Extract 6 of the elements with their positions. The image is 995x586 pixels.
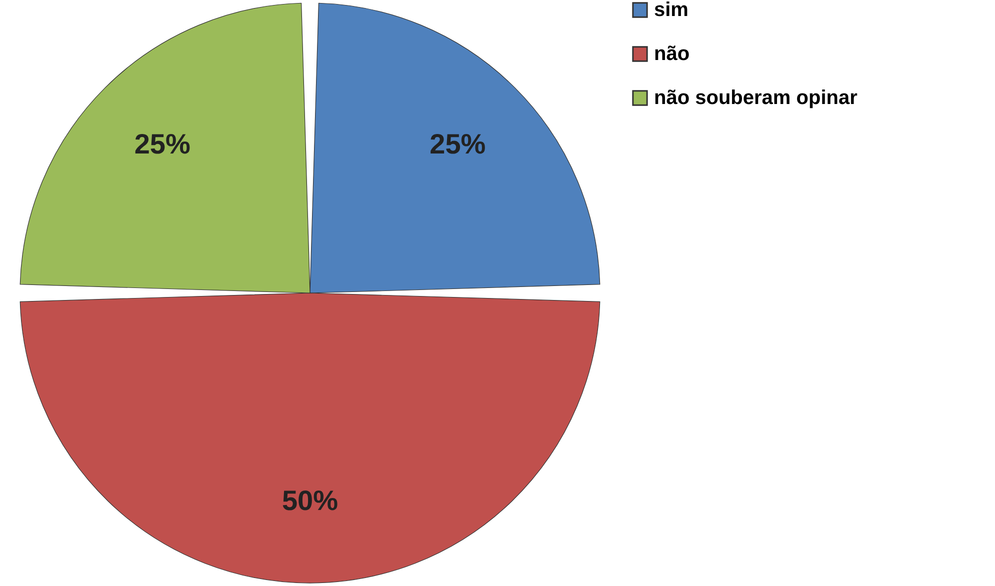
data-label: 25% <box>134 128 190 160</box>
legend-label: sim <box>654 0 688 21</box>
data-label: 25% <box>430 128 486 160</box>
legend-label: não <box>654 43 690 65</box>
data-label: 50% <box>282 484 338 516</box>
legend-label: não souberam opinar <box>654 87 858 109</box>
